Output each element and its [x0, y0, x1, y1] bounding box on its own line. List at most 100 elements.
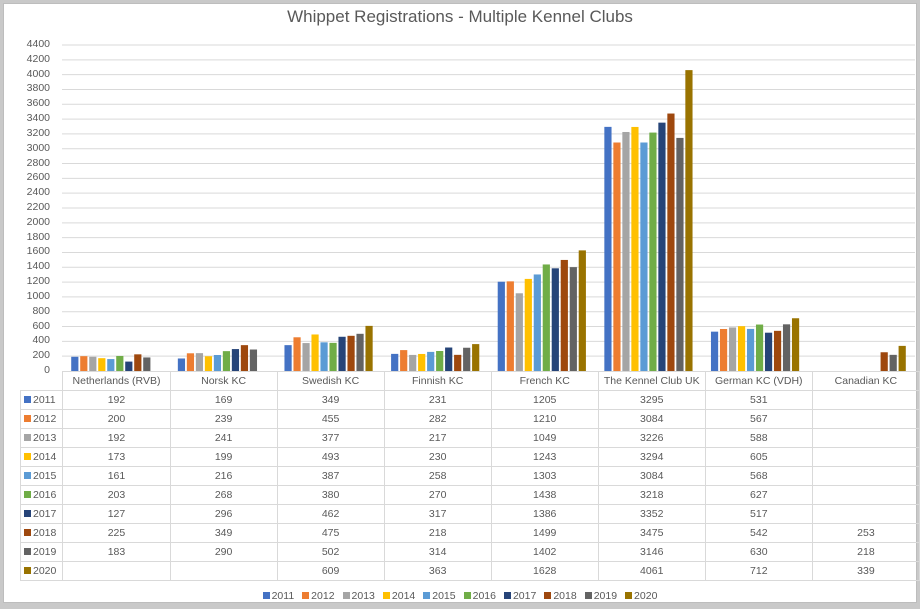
legend-item: 2015: [423, 590, 456, 602]
bar: [667, 113, 675, 371]
legend-key-icon: [584, 592, 592, 599]
table-cell: 502: [276, 542, 385, 562]
bar: [524, 278, 532, 371]
table-cell: 3218: [597, 485, 706, 505]
legend-item: 2017: [503, 590, 536, 602]
bar: [134, 354, 142, 371]
bar: [302, 343, 310, 371]
bar: [365, 325, 373, 371]
table-cell: 200: [62, 409, 171, 429]
y-tick-label: 2200: [26, 201, 50, 213]
table-cell: 1205: [490, 390, 599, 410]
table-row: 2016 203 268 380 270 1438 3218 627: [19, 485, 920, 505]
bar: [898, 345, 906, 371]
y-tick-label: 3800: [26, 82, 50, 95]
y-tick-label: 3000: [26, 141, 50, 154]
bar: [454, 354, 462, 371]
y-tick-label: 1200: [26, 275, 50, 288]
y-tick-label: 4000: [26, 67, 50, 80]
bar: [409, 354, 417, 371]
y-tick-label: 2800: [26, 156, 50, 169]
bar: [551, 268, 559, 371]
y-tick-label: 2000: [26, 215, 50, 228]
table-cell: 1386: [490, 504, 599, 524]
table-cell: 363: [383, 561, 492, 581]
legend-key-icon: [24, 491, 31, 498]
table-cell: 3226: [597, 428, 706, 448]
table-cell: 258: [383, 466, 492, 486]
legend: 2011 2012 2013 2014 2015 2016 2017 2018 2019 2020: [0, 590, 920, 602]
table-cell: 230: [383, 447, 492, 467]
bar: [764, 332, 773, 371]
bar: [710, 331, 719, 371]
bar: [578, 250, 586, 371]
legend-item: 2020: [625, 590, 657, 602]
bar: [658, 122, 666, 371]
table-cell: 567: [704, 409, 813, 429]
table-cell: 1438: [490, 485, 599, 505]
legend-key-icon: [24, 529, 31, 536]
table-cell: 462: [276, 504, 385, 524]
bar: [737, 326, 746, 371]
table-cell: 253: [811, 523, 920, 543]
bar: [356, 333, 364, 371]
bar: [506, 281, 514, 371]
bar: [640, 142, 648, 371]
table-cell: 1628: [490, 561, 599, 581]
table-cell: 161: [62, 466, 171, 486]
bar: [497, 281, 505, 371]
bar: [773, 330, 782, 371]
table-cell: 349: [276, 390, 385, 410]
bar: [338, 336, 346, 371]
y-tick-label: 4400: [26, 38, 50, 50]
table-cell: 203: [62, 485, 171, 505]
bar: [427, 351, 435, 371]
table-cell: 712: [704, 561, 813, 581]
table-cell: 192: [62, 390, 171, 410]
y-tick-label: 2600: [26, 171, 50, 184]
legend-item: 2019: [584, 590, 617, 602]
legend-key-icon: [262, 592, 270, 599]
table-row-header: 2014: [19, 447, 64, 467]
table-cell: 3352: [597, 504, 706, 524]
bar: [293, 337, 301, 371]
table-cell: 387: [276, 466, 385, 486]
table-row: 2011 192 169 349 231 1205 3295 531: [19, 390, 920, 410]
bar: [542, 264, 550, 371]
bar: [284, 345, 292, 371]
y-tick-label: 1800: [26, 230, 50, 243]
table-cell: 630: [704, 542, 813, 562]
table-cell: 4061: [597, 561, 706, 581]
legend-key-icon: [302, 592, 310, 599]
table-row: 2018 225 349 475 218 1499 3475 542 253: [19, 523, 920, 543]
table-row-header: 2016: [19, 485, 64, 505]
table-cell: 3146: [597, 542, 706, 562]
legend-key-icon: [463, 592, 471, 599]
table-row-header: 2015: [19, 466, 64, 486]
table-corner: [20, 371, 64, 391]
table-cell: 339: [811, 561, 920, 581]
table-row: 2013 192 241 377 217 1049 3226 588: [19, 428, 920, 448]
table-cell: 296: [169, 504, 278, 524]
table-cell: 455: [276, 409, 385, 429]
bar: [472, 344, 480, 371]
bar: [569, 267, 577, 371]
table-column-header: German KC (VDH): [704, 371, 813, 391]
table-cell: [811, 428, 920, 448]
table-row: 2015 161 216 387 258 1303 3084 568: [19, 466, 920, 486]
table-cell: 270: [383, 485, 492, 505]
bar: [347, 335, 355, 371]
table-cell: 218: [811, 542, 920, 562]
legend-key-icon: [503, 592, 511, 599]
bar: [719, 328, 728, 371]
legend-key-icon: [24, 415, 31, 422]
table-cell: 268: [169, 485, 278, 505]
table-row: 2019 183 290 502 314 1402 3146 630 218: [19, 542, 920, 562]
table-row-header: 2019: [19, 542, 64, 562]
data-table: Netherlands (RVB) Norsk KC Swedish KC Finni…: [19, 371, 920, 581]
legend-key-icon: [24, 434, 31, 441]
table-column-header: Netherlands (RVB): [62, 371, 171, 391]
table-cell: 3084: [597, 409, 706, 429]
bar: [400, 350, 408, 371]
bar: [685, 70, 693, 371]
